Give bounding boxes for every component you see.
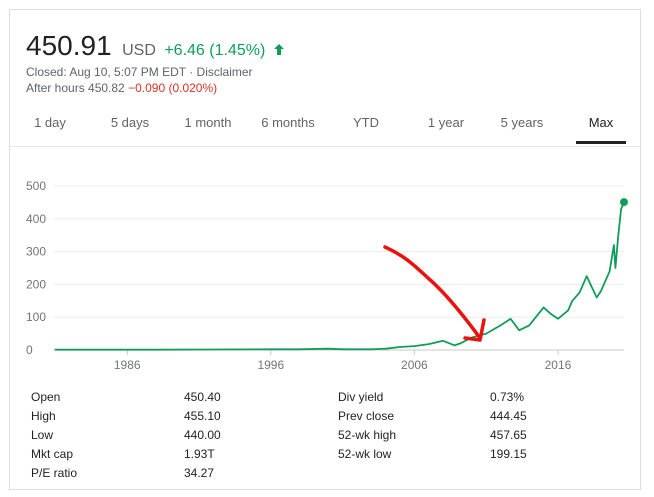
y-tick-label: 200	[26, 277, 46, 291]
stat-value: 440.00	[184, 428, 221, 442]
closed-status-text: Closed: Aug 10, 5:07 PM EDT · Disclaimer	[26, 65, 253, 79]
y-tick-label: 0	[26, 343, 33, 357]
stat-label: Mkt cap	[31, 447, 74, 461]
stat-label: 52-wk low	[338, 447, 392, 461]
stat-label: 52-wk high	[338, 428, 397, 442]
tab-1-month[interactable]: 1 month	[184, 115, 232, 130]
x-tick-label: 1986	[114, 358, 141, 372]
last-price-point	[620, 198, 628, 207]
x-tick-label: 1996	[257, 358, 284, 372]
arrow-up-icon	[273, 43, 285, 61]
y-tick-label: 100	[26, 310, 46, 324]
stat-value: 199.15	[490, 447, 527, 461]
y-tick-label: 300	[26, 245, 46, 259]
price-change: +6.46 (1.45%)	[164, 42, 266, 59]
price-row: 450.91 USD +6.46 (1.45%)	[26, 30, 285, 64]
time-range-tabs: 1 day 5 days 1 month 6 months YTD 1 year…	[10, 102, 640, 147]
price-series-line	[54, 201, 625, 351]
x-tick-label: 2006	[401, 358, 428, 372]
tab-1-day[interactable]: 1 day	[34, 115, 66, 130]
tab-5-days[interactable]: 5 days	[110, 115, 150, 130]
stat-value: 455.10	[184, 409, 221, 423]
tab-ytd[interactable]: YTD	[353, 115, 379, 130]
stat-value: 0.73%	[490, 390, 525, 404]
after-hours-change: −0.090 (0.020%)	[128, 81, 218, 95]
tab-1-year[interactable]: 1 year	[427, 115, 465, 130]
tab-max[interactable]: Max	[576, 102, 626, 144]
x-tick-label: 2016	[545, 358, 572, 372]
key-stats: Open 450.40 High 455.10 Low 440.00 Mkt c…	[31, 388, 631, 488]
tab-5-years[interactable]: 5 years	[500, 115, 544, 130]
current-price: 450.91	[26, 30, 112, 61]
stat-value: 34.27	[184, 466, 215, 480]
stat-label: P/E ratio	[31, 466, 78, 480]
after-hours-price: After hours 450.82	[26, 81, 125, 95]
y-tick-label: 500	[26, 179, 46, 193]
price-chart: 500 400 300 200 100 0 1986 1996 2006 2016	[26, 179, 628, 372]
market-status: Closed: Aug 10, 5:07 PM EDT · Disclaimer	[26, 65, 253, 79]
stat-value: 1.93T	[184, 447, 215, 461]
currency-label: USD	[122, 42, 156, 59]
y-tick-label: 400	[26, 212, 46, 226]
tab-6-months[interactable]: 6 months	[261, 115, 315, 130]
stat-value: 457.65	[490, 428, 527, 442]
stat-value: 444.45	[490, 409, 527, 423]
stat-label: High	[31, 409, 56, 423]
stat-label: Open	[31, 390, 61, 404]
stat-label: Prev close	[338, 409, 395, 423]
stock-quote-card: 450.91 USD +6.46 (1.45%) Closed: Aug 10,…	[9, 9, 641, 490]
stat-label: Div yield	[338, 390, 384, 404]
annotation-arrow-shaft	[383, 245, 482, 340]
stat-label: Low	[31, 428, 54, 442]
annotation-arrow-head	[463, 318, 486, 342]
stat-value: 450.40	[184, 390, 221, 404]
after-hours: After hours 450.82 −0.090 (0.020%)	[26, 81, 217, 95]
